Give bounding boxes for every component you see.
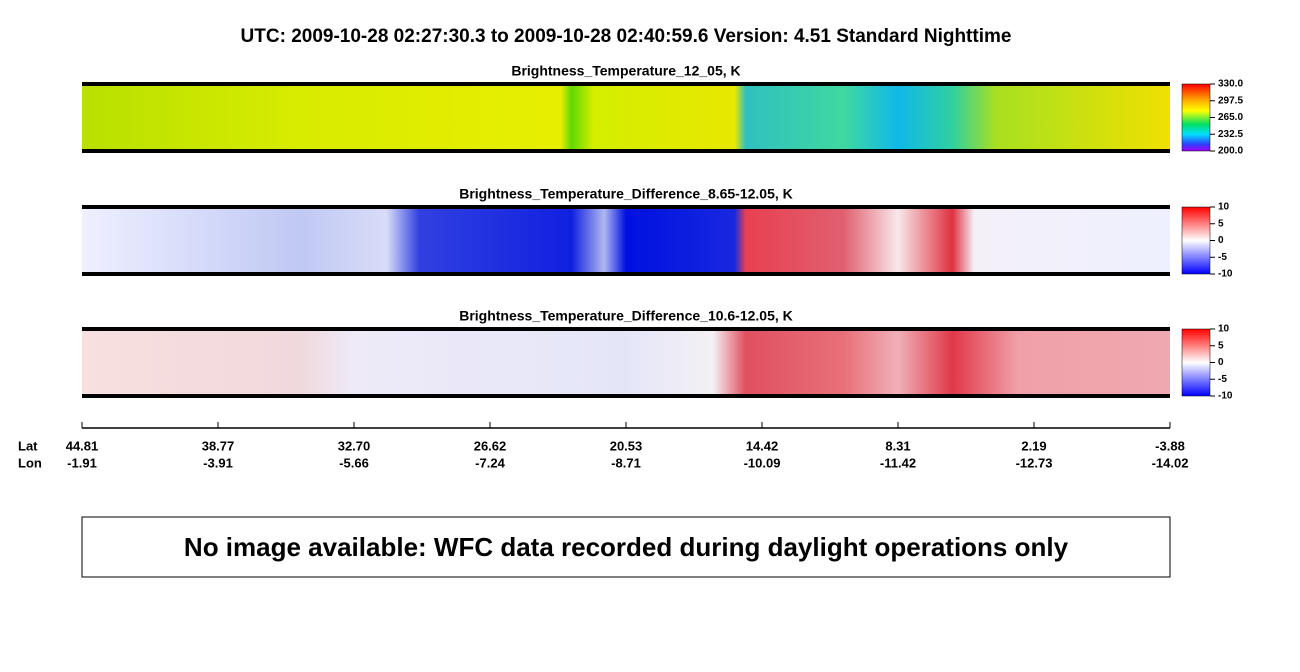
colorbar-label: -10 bbox=[1218, 391, 1233, 402]
colorbar bbox=[1181, 83, 1211, 152]
image-strip bbox=[82, 207, 1170, 274]
colorbar-label: -5 bbox=[1218, 374, 1227, 385]
lat-value: 38.77 bbox=[202, 438, 235, 453]
axis: 44.81 -1.91 38.77 -3.91 32.70 -5.66 26.62 -7.24… bbox=[66, 422, 1189, 470]
lon-value: -11.42 bbox=[880, 455, 916, 470]
colorbar-label: 0 bbox=[1218, 357, 1224, 368]
colorbar bbox=[1181, 328, 1211, 397]
strip-border-bottom bbox=[82, 149, 1170, 153]
colorbar-label: 265.0 bbox=[1218, 112, 1243, 123]
lon-value: -7.24 bbox=[475, 455, 505, 470]
strip-border-bottom bbox=[82, 394, 1170, 398]
lon-value: -14.02 bbox=[1152, 455, 1189, 470]
message-box bbox=[81, 516, 1171, 578]
lat-value: 8.31 bbox=[885, 438, 910, 453]
colorbar-label: 200.0 bbox=[1218, 146, 1243, 157]
panels: Brightness_Temperature_12_05, K 330.0 297.… bbox=[82, 63, 1243, 402]
panel-title: Brightness_Temperature_Difference_10.6-1… bbox=[459, 308, 793, 324]
title: UTC: 2009-10-28 02:27:30.3 to 2009-10-28… bbox=[241, 26, 1012, 47]
panel-title: Brightness_Temperature_12_05, K bbox=[511, 63, 740, 79]
lat-value: -3.88 bbox=[1155, 438, 1185, 453]
lat-value: 2.19 bbox=[1021, 438, 1046, 453]
lat-label: Lat bbox=[18, 438, 38, 453]
colorbar-label: 297.5 bbox=[1218, 95, 1243, 106]
strip-border-top bbox=[82, 327, 1170, 331]
lat-value: 14.42 bbox=[746, 438, 779, 453]
lon-label: Lon bbox=[18, 455, 42, 470]
lat-value: 44.81 bbox=[66, 438, 99, 453]
strip-border-top bbox=[82, 82, 1170, 86]
image-strip bbox=[82, 329, 1170, 396]
image-strip bbox=[82, 84, 1170, 151]
strip-border-top bbox=[82, 205, 1170, 209]
colorbar-label: 10 bbox=[1218, 202, 1230, 213]
lat-value: 26.62 bbox=[474, 438, 507, 453]
colorbar-label: 330.0 bbox=[1218, 79, 1243, 90]
colorbar-label: -10 bbox=[1218, 269, 1233, 280]
colorbar-label: 5 bbox=[1218, 218, 1224, 229]
lon-value: -12.73 bbox=[1016, 455, 1053, 470]
colorbar-label: -5 bbox=[1218, 252, 1227, 263]
lon-value: -8.71 bbox=[611, 455, 641, 470]
colorbar-label: 0 bbox=[1218, 235, 1224, 246]
lon-value: -10.09 bbox=[744, 455, 781, 470]
colorbar bbox=[1181, 206, 1211, 275]
lon-value: -5.66 bbox=[339, 455, 369, 470]
lon-value: -1.91 bbox=[67, 455, 97, 470]
lon-value: -3.91 bbox=[203, 455, 233, 470]
colorbar-label: 5 bbox=[1218, 340, 1224, 351]
message: No image available: WFC data recorded du… bbox=[184, 532, 1069, 562]
colorbar-label: 10 bbox=[1218, 324, 1230, 335]
colorbar-label: 232.5 bbox=[1218, 129, 1243, 140]
lat-value: 20.53 bbox=[610, 438, 643, 453]
lat-value: 32.70 bbox=[338, 438, 371, 453]
strip-border-bottom bbox=[82, 272, 1170, 276]
panel-title: Brightness_Temperature_Difference_8.65-1… bbox=[459, 186, 793, 202]
